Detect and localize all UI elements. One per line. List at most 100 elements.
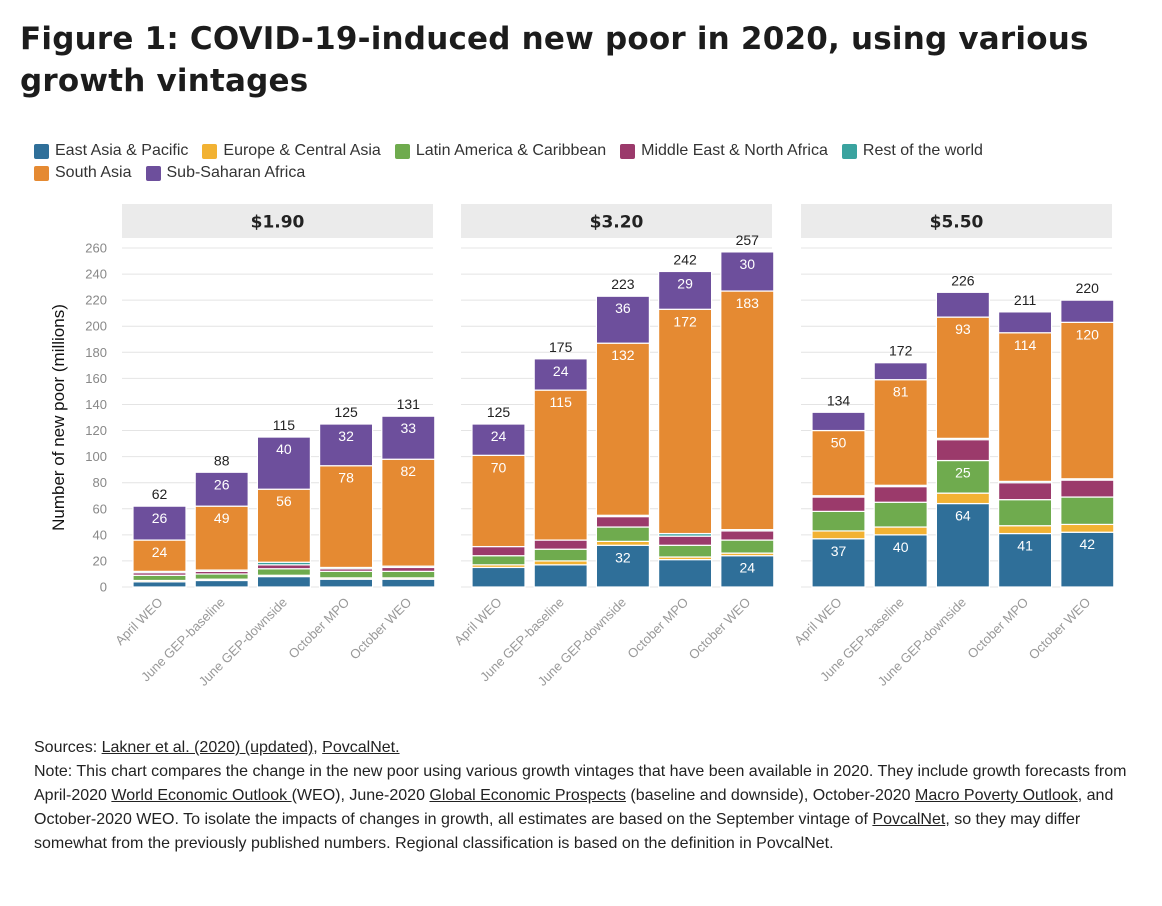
data-label: 41 bbox=[1017, 538, 1033, 554]
bar-segment-sub-saharan-africa bbox=[132, 505, 187, 541]
data-label: 30 bbox=[740, 256, 756, 272]
bar-segment-sub-saharan-africa bbox=[595, 295, 651, 344]
bar-segment-east-asia-pacific bbox=[132, 581, 187, 588]
y-tick-label: 20 bbox=[93, 553, 107, 568]
legend-row-1: East Asia & Pacific Europe & Central Asi… bbox=[34, 140, 1134, 162]
y-tick-label: 240 bbox=[85, 267, 107, 282]
sources-link-povcalnet[interactable]: PovcalNet. bbox=[322, 739, 400, 756]
bar-segment-south-asia bbox=[471, 454, 526, 548]
bar-segment-latin-america-caribbean bbox=[595, 526, 651, 542]
bar-segment-latin-america-caribbean bbox=[811, 510, 866, 532]
y-axis-title: Number of new poor (millions) bbox=[49, 304, 68, 531]
bar-segment-middle-east-north-africa bbox=[935, 439, 991, 462]
total-label: 62 bbox=[152, 486, 168, 502]
data-label: 37 bbox=[831, 543, 847, 559]
legend-item-middle-east-north-africa: Middle East & North Africa bbox=[620, 142, 828, 160]
bar-segment-east-asia-pacific bbox=[319, 578, 374, 588]
panel-header bbox=[461, 204, 772, 238]
legend-swatch bbox=[202, 143, 218, 159]
bar-segment-latin-america-caribbean bbox=[319, 570, 374, 579]
sources-line: Sources: Lakner et al. (2020) (updated),… bbox=[34, 736, 1134, 760]
sources-separator: , bbox=[313, 739, 323, 756]
total-label: 220 bbox=[1076, 280, 1100, 296]
data-label: 70 bbox=[491, 459, 507, 475]
data-label: 172 bbox=[673, 313, 697, 329]
data-label: 40 bbox=[276, 441, 292, 457]
data-label: 81 bbox=[893, 384, 909, 400]
bar-segment-sub-saharan-africa bbox=[471, 423, 526, 456]
total-label: 211 bbox=[1014, 292, 1037, 308]
bar-segment-latin-america-caribbean bbox=[873, 501, 928, 528]
link-global-economic-prospects[interactable]: Global Economic Prospects bbox=[429, 787, 626, 804]
bar-segment-south-asia bbox=[319, 465, 374, 569]
bar-segment-south-asia bbox=[657, 308, 713, 535]
sources-link-lakner[interactable]: Lakner et al. (2020) (updated) bbox=[101, 739, 314, 756]
total-label: 226 bbox=[951, 272, 975, 288]
bar-segment-middle-east-north-africa bbox=[997, 482, 1053, 501]
legend-item-europe-central-asia: Europe & Central Asia bbox=[202, 142, 381, 160]
bar-segment-middle-east-north-africa bbox=[811, 496, 866, 512]
link-macro-poverty-outlook[interactable]: Macro Poverty Outlook bbox=[915, 787, 1078, 804]
legend-swatch bbox=[394, 143, 410, 159]
y-tick-label: 180 bbox=[85, 345, 107, 360]
bar-segment-south-asia bbox=[132, 539, 187, 572]
bar-segment-middle-east-north-africa bbox=[873, 486, 928, 503]
data-label: 26 bbox=[214, 476, 230, 492]
bar-segment-latin-america-caribbean bbox=[132, 574, 187, 582]
x-tick-label: April WEO bbox=[451, 595, 505, 649]
total-label: 223 bbox=[611, 276, 635, 292]
total-label: 257 bbox=[736, 232, 760, 248]
data-label: 56 bbox=[276, 493, 292, 509]
bar-segment-sub-saharan-africa bbox=[935, 291, 991, 318]
y-tick-label: 260 bbox=[85, 241, 107, 256]
data-label: 24 bbox=[491, 428, 507, 444]
data-label: 33 bbox=[401, 420, 417, 436]
legend-label: Rest of the world bbox=[862, 142, 983, 159]
bar-segment-south-asia bbox=[811, 429, 866, 497]
link-povcalnet[interactable]: PovcalNet bbox=[872, 811, 946, 828]
legend-item-latin-america-caribbean: Latin America & Caribbean bbox=[394, 142, 607, 160]
x-tick-label: April WEO bbox=[791, 595, 845, 649]
chart-footer: Sources: Lakner et al. (2020) (updated),… bbox=[34, 736, 1134, 856]
bar-segment-europe-central-asia bbox=[935, 492, 991, 505]
link-world-economic-outlook[interactable]: World Economic Outlook bbox=[111, 787, 292, 804]
panel-header-label: $5.50 bbox=[930, 213, 984, 233]
x-tick-label: October MPO bbox=[285, 595, 352, 662]
data-label: 114 bbox=[1014, 337, 1037, 353]
y-tick-label: 0 bbox=[100, 580, 107, 595]
note-text-2: (WEO), June-2020 bbox=[291, 787, 430, 804]
total-label: 134 bbox=[827, 392, 851, 408]
y-tick-label: 100 bbox=[85, 449, 107, 464]
data-label: 50 bbox=[831, 435, 847, 451]
bar-segment-latin-america-caribbean bbox=[1060, 496, 1115, 526]
y-tick-label: 220 bbox=[85, 293, 107, 308]
bar-segment-east-asia-pacific bbox=[256, 575, 311, 588]
bar-segment-south-asia bbox=[533, 389, 588, 541]
bar-segment-sub-saharan-africa bbox=[997, 311, 1053, 334]
legend-label: East Asia & Pacific bbox=[55, 142, 189, 159]
bar-segment-sub-saharan-africa bbox=[1060, 299, 1115, 323]
total-label: 125 bbox=[334, 404, 358, 420]
bar-segment-latin-america-caribbean bbox=[935, 459, 991, 494]
legend-label: Latin America & Caribbean bbox=[415, 142, 607, 159]
bar-segment-europe-central-asia bbox=[873, 526, 928, 536]
total-label: 88 bbox=[214, 452, 230, 468]
bar-segment-sub-saharan-africa bbox=[873, 362, 928, 381]
total-label: 125 bbox=[487, 404, 511, 420]
panel-header-label: $1.90 bbox=[251, 213, 305, 233]
note-text-5: , so they may differ somewhat from the p… bbox=[34, 811, 1081, 852]
bar-segment-latin-america-caribbean bbox=[720, 539, 775, 554]
bar-segment-middle-east-north-africa bbox=[720, 530, 775, 541]
data-label: 82 bbox=[401, 463, 417, 479]
bar-segment-middle-east-north-africa bbox=[595, 515, 651, 528]
bar-segment-east-asia-pacific bbox=[935, 502, 991, 588]
bar-segment-south-asia bbox=[720, 290, 775, 531]
stacked-bar-chart: Number of new poor (millions) 0 20 40 60 80 10… bbox=[49, 204, 1115, 689]
data-label: 24 bbox=[740, 560, 756, 576]
data-label: 25 bbox=[955, 465, 971, 481]
y-tick-label: 200 bbox=[85, 319, 107, 334]
x-tick-label: October MPO bbox=[964, 595, 1031, 662]
bar-segment-east-asia-pacific bbox=[811, 538, 866, 588]
